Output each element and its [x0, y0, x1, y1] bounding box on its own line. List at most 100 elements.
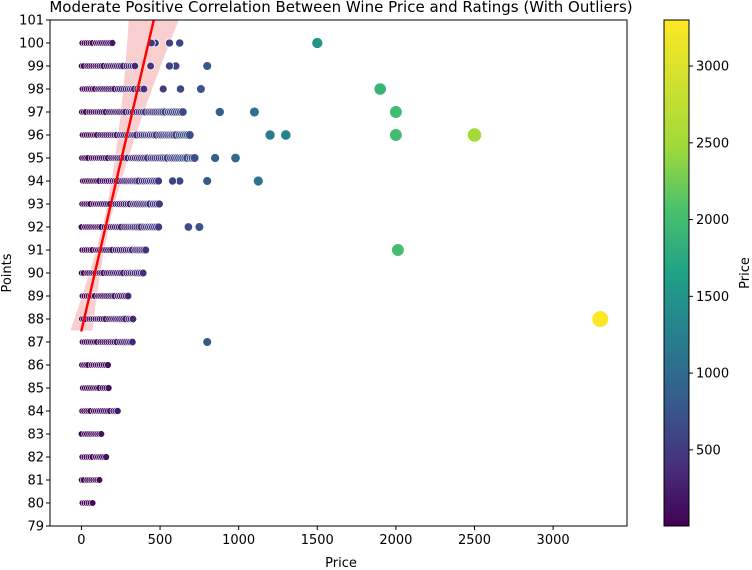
scatter-point — [113, 407, 122, 415]
colorbar — [663, 19, 690, 527]
scatter-point — [264, 129, 276, 141]
scatter-point — [154, 222, 163, 232]
colorbar-title: Price — [738, 257, 752, 289]
dense-band-row — [78, 107, 188, 117]
dense-band-row — [78, 199, 164, 209]
scatter-point — [591, 310, 610, 328]
scatter-point — [95, 476, 104, 484]
y-tick-label: 85 — [27, 382, 44, 397]
y-tick-label: 89 — [27, 290, 44, 305]
dense-band-row — [78, 499, 97, 507]
x-tick-label: 1500 — [301, 533, 334, 548]
dense-band-row — [77, 222, 163, 232]
dense-band-row — [78, 453, 110, 461]
y-tick-label: 97 — [27, 106, 44, 121]
scatter-point — [165, 38, 174, 48]
y-tick-label: 93 — [27, 198, 44, 213]
scatter-point — [124, 292, 133, 300]
scatter-point — [88, 499, 97, 507]
scatter-point — [389, 105, 403, 119]
scatter-point — [249, 106, 260, 118]
dense-band-row — [78, 407, 122, 415]
dense-band-row — [79, 337, 137, 346]
scatter-point — [102, 453, 110, 461]
scatter-point — [202, 61, 213, 71]
colorbar-tick-label: 2000 — [696, 213, 729, 228]
scatter-point — [138, 268, 148, 278]
scatter-point — [146, 61, 155, 71]
scatter-point — [104, 361, 112, 369]
y-tick-label: 88 — [27, 313, 44, 328]
scatter-point — [373, 82, 387, 96]
scatter-point — [252, 175, 264, 187]
x-tick-label: 3000 — [537, 533, 570, 548]
dense-band-row — [78, 476, 104, 484]
regression-line-group — [80, 20, 155, 332]
y-tick-label: 80 — [27, 497, 44, 512]
scatter-point — [202, 176, 213, 186]
y-tick-label: 94 — [27, 175, 44, 190]
dense-band-row — [78, 39, 117, 47]
colorbar-tick-label: 1000 — [696, 367, 729, 382]
colorbar-tick-label: 1500 — [696, 290, 729, 305]
y-tick-label: 92 — [27, 221, 44, 236]
y-tick-label: 91 — [27, 244, 44, 259]
x-tick-label: 1000 — [222, 533, 255, 548]
scatter-point — [139, 84, 149, 94]
scatter-point — [165, 61, 174, 71]
confidence-interval-band — [70, 20, 179, 331]
x-tick-label: 500 — [148, 533, 173, 548]
confidence-band — [70, 20, 179, 331]
y-tick-label: 84 — [27, 405, 44, 420]
regression-line — [80, 20, 155, 332]
plot-area — [70, 20, 610, 507]
y-tick-label: 98 — [27, 83, 44, 98]
dense-band-row — [78, 292, 133, 300]
scatter-point — [214, 107, 225, 117]
y-axis-title: Points — [0, 253, 15, 292]
x-axis-ticks: 0 500 1000 1500 2000 2500 3000 — [77, 526, 570, 548]
y-tick-label: 101 — [19, 14, 44, 29]
y-tick-label: 95 — [27, 152, 44, 167]
dense-band-row — [79, 384, 113, 392]
colorbar-tick-label: 3000 — [696, 60, 729, 75]
y-tick-label: 82 — [27, 451, 44, 466]
scatter-point — [183, 222, 194, 232]
x-tick-label: 2500 — [458, 533, 491, 548]
scatter-point — [128, 314, 138, 324]
dense-band-row — [78, 361, 112, 369]
scatter-point — [141, 245, 150, 255]
outlier-points — [146, 37, 610, 347]
scatter-point — [128, 337, 137, 346]
scatter-point — [158, 84, 168, 94]
dense-point-bands — [77, 39, 200, 507]
scatter-point — [210, 153, 221, 163]
y-tick-label: 87 — [27, 336, 44, 351]
scatter-point — [178, 107, 188, 117]
scatter-point — [104, 384, 113, 392]
colorbar-tick-label: 500 — [696, 443, 721, 458]
scatter-point — [202, 337, 213, 347]
dense-band-row — [78, 245, 150, 255]
dense-band-row — [78, 61, 139, 71]
x-axis-title: Price — [325, 556, 357, 570]
scatter-point — [175, 38, 185, 48]
chart-title: Moderate Positive Correlation Between Wi… — [49, 0, 632, 16]
y-tick-label: 81 — [27, 474, 44, 489]
scatter-point — [391, 243, 405, 257]
y-tick-label: 79 — [27, 520, 44, 535]
scatter-point — [130, 61, 139, 71]
scatter-point — [230, 152, 241, 164]
scatter-point — [185, 130, 195, 140]
y-tick-label: 96 — [27, 129, 44, 144]
scatter-point — [155, 199, 164, 209]
y-tick-label: 90 — [27, 267, 44, 282]
dense-band-row — [78, 314, 138, 324]
scatter-point — [280, 129, 292, 141]
dense-band-row — [79, 176, 163, 186]
y-tick-label: 86 — [27, 359, 44, 374]
dense-band-row — [79, 130, 195, 140]
dense-band-row — [78, 268, 148, 278]
